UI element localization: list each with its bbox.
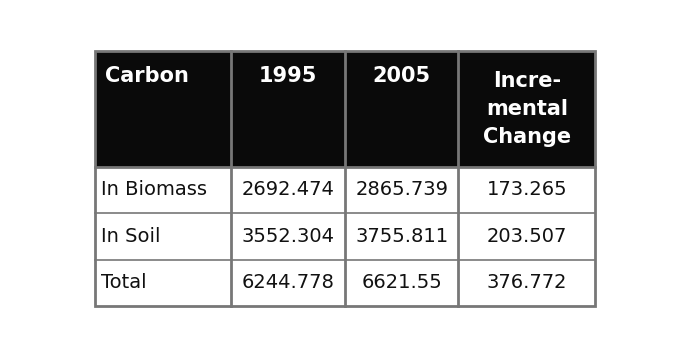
- Bar: [232, 213, 345, 259]
- Bar: [458, 167, 595, 213]
- Text: 203.507: 203.507: [487, 227, 567, 246]
- Bar: [94, 50, 232, 167]
- Bar: [345, 213, 458, 259]
- Bar: [458, 213, 595, 259]
- Bar: [94, 259, 232, 306]
- Text: Carbon: Carbon: [106, 66, 189, 86]
- Bar: [232, 167, 345, 213]
- Text: Incre-
mental
Change: Incre- mental Change: [483, 71, 571, 146]
- Text: 6621.55: 6621.55: [361, 273, 442, 292]
- Bar: [345, 167, 458, 213]
- Text: In Soil: In Soil: [102, 227, 161, 246]
- Bar: [94, 167, 232, 213]
- Bar: [345, 259, 458, 306]
- Text: 2865.739: 2865.739: [355, 180, 448, 199]
- Text: Total: Total: [102, 273, 147, 292]
- Text: 173.265: 173.265: [487, 180, 567, 199]
- Text: In Biomass: In Biomass: [102, 180, 207, 199]
- Bar: [232, 50, 345, 167]
- Text: 6244.778: 6244.778: [242, 273, 334, 292]
- Text: 3755.811: 3755.811: [355, 227, 448, 246]
- Text: 376.772: 376.772: [487, 273, 567, 292]
- Bar: [94, 213, 232, 259]
- Bar: [458, 50, 595, 167]
- Text: 1995: 1995: [259, 66, 317, 86]
- Text: 2692.474: 2692.474: [242, 180, 334, 199]
- Bar: [232, 259, 345, 306]
- Bar: [345, 50, 458, 167]
- Text: 3552.304: 3552.304: [242, 227, 334, 246]
- Text: 2005: 2005: [373, 66, 431, 86]
- Bar: [458, 259, 595, 306]
